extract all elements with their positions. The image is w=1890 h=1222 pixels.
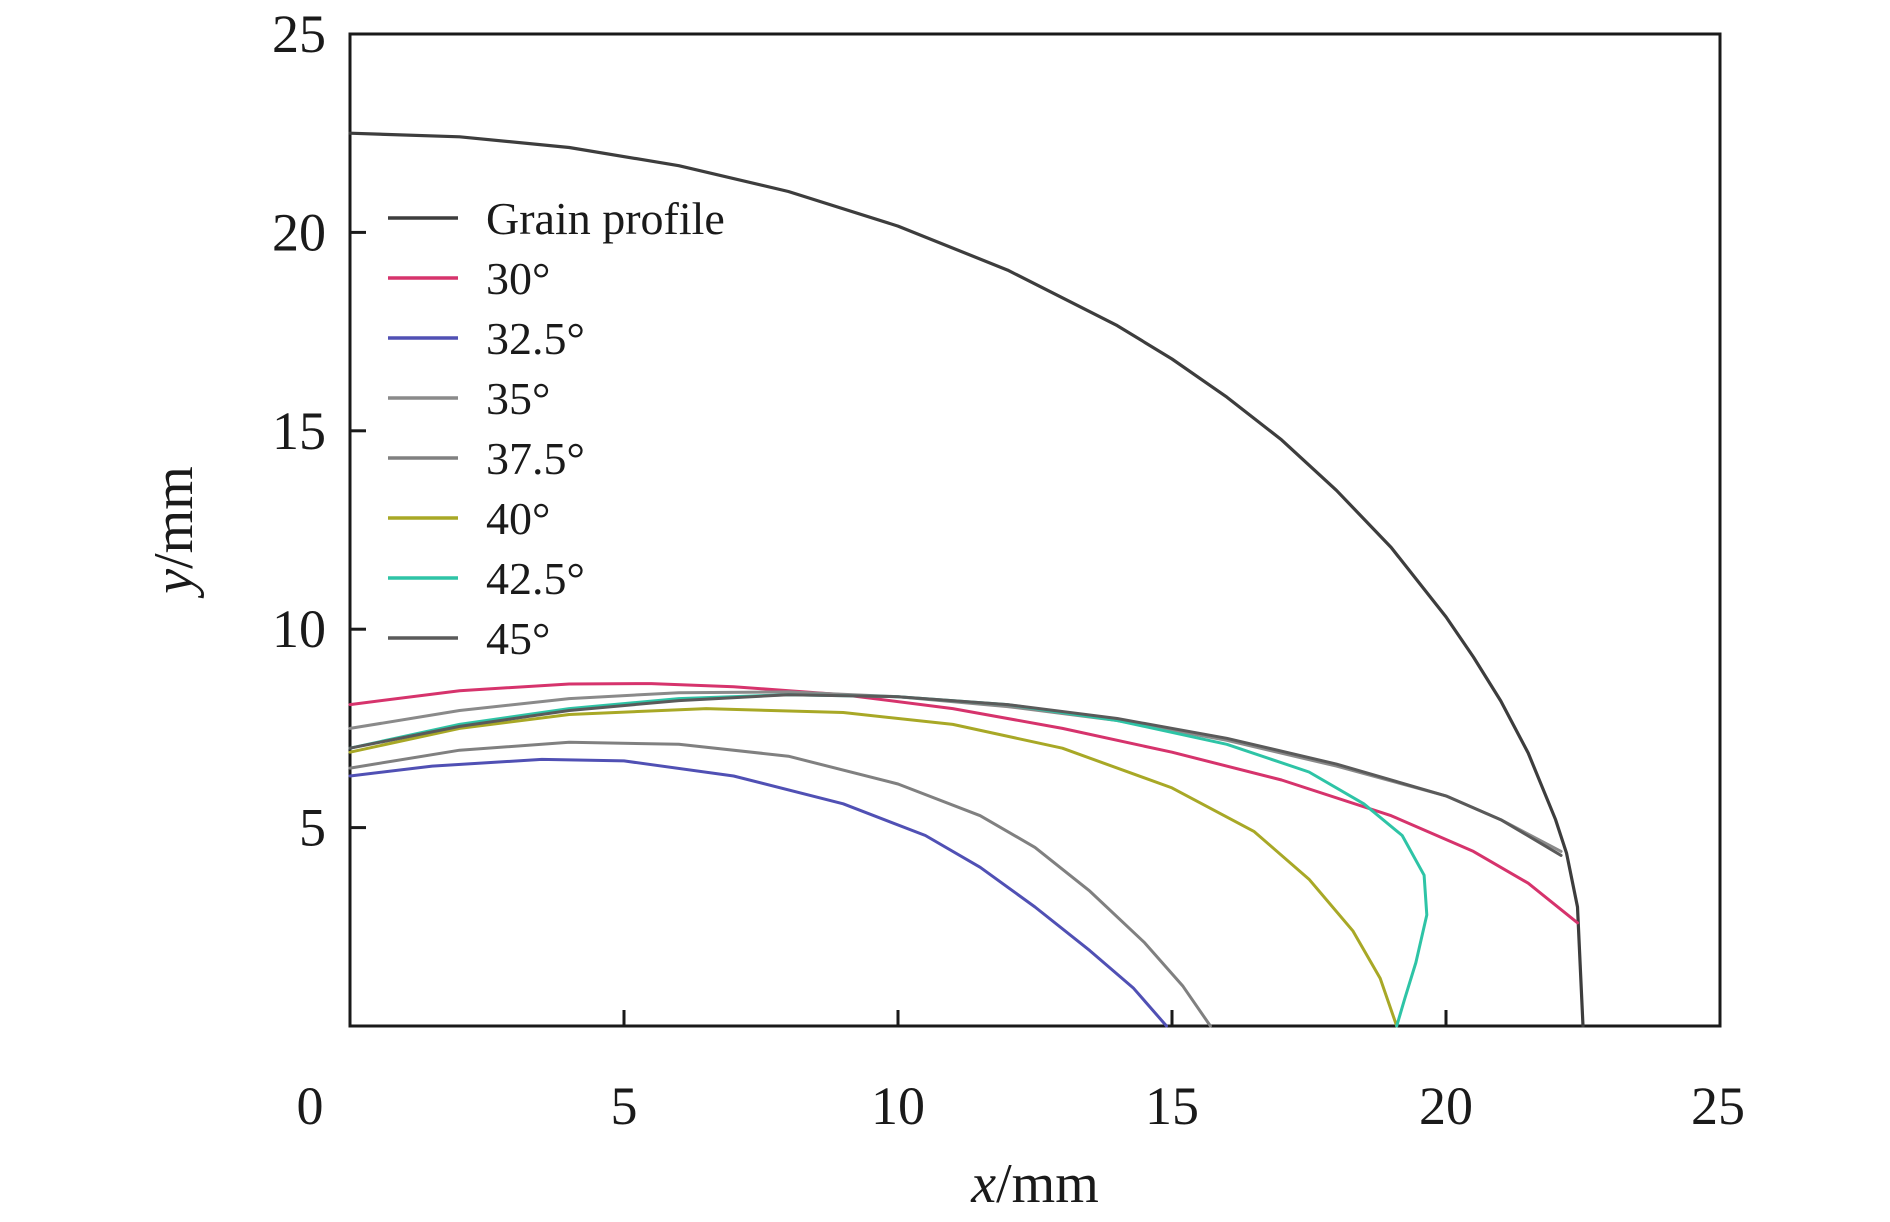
legend-label-5: 40° [486, 493, 550, 544]
y-tick-label: 15 [272, 401, 326, 461]
legend-label-7: 45° [486, 613, 550, 664]
x-tick-label: 20 [1419, 1076, 1473, 1136]
legend-label-3: 35° [486, 373, 550, 424]
series-line-2 [348, 757, 1168, 1028]
x-tick-label: 15 [1145, 1076, 1199, 1136]
y-tick-label: 20 [272, 202, 326, 262]
legend-label-1: 30° [486, 253, 550, 304]
y-tick-label: 25 [272, 4, 326, 64]
series-line-4 [348, 740, 1212, 1028]
y-tick-label: 10 [272, 599, 326, 659]
ticks: 0 5 10 15 20 25 5 10 15 20 25 [272, 4, 1745, 1136]
series-lines [348, 131, 1585, 1028]
series-line-7 [348, 693, 1563, 857]
legend-label-2: 32.5° [486, 313, 585, 364]
x-axis-label: x/mm [970, 1153, 1099, 1215]
x-tick-label: 10 [871, 1076, 925, 1136]
x-tick-label: 5 [611, 1076, 638, 1136]
series-line-5 [348, 707, 1399, 1028]
legend-label-4: 37.5° [486, 433, 585, 484]
axes [348, 32, 1722, 1028]
series-line-6 [348, 693, 1429, 1028]
x-tick-label: 25 [1691, 1076, 1745, 1136]
legend-label-0: Grain profile [486, 193, 725, 244]
series-line-0 [348, 131, 1585, 1028]
legend-label-6: 42.5° [486, 553, 585, 604]
axis-labels: x/mm y/mm [143, 466, 1099, 1215]
x-tick-label: 0 [297, 1076, 324, 1136]
legend: Grain profile 30° 32.5° 35° 37.5° 40° 42.5° 45° [388, 193, 725, 664]
series-line-1 [348, 682, 1579, 925]
y-tick-label: 5 [299, 798, 326, 858]
plot-frame [348, 32, 1722, 1028]
y-axis-label: y/mm [143, 466, 205, 599]
